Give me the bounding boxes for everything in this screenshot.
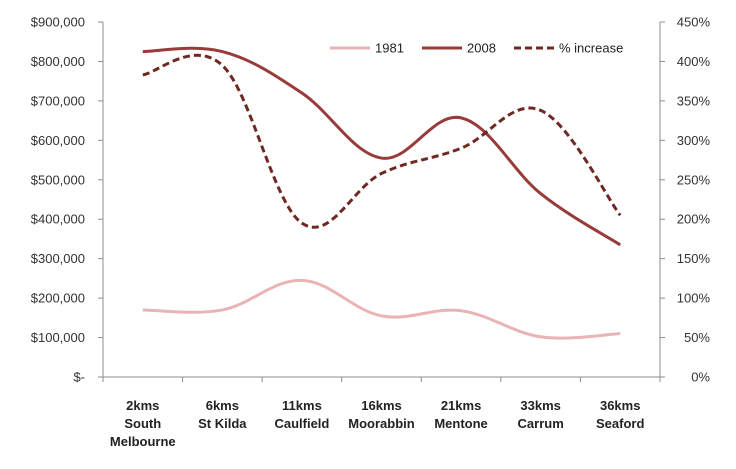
y-left-tick-label: $900,000 <box>31 15 85 30</box>
y-left-tick-label: $200,000 <box>31 291 85 306</box>
x-tick-label-line: Carrum <box>518 416 564 431</box>
x-tick-label-line: 2kms <box>126 398 159 413</box>
y-right-tick-label: 250% <box>677 172 711 187</box>
x-tick-label-line: 11kms <box>282 398 322 413</box>
legend: 1981 2008 % increase <box>330 41 623 56</box>
x-tick-label: 21kms Mentone <box>434 398 487 431</box>
x-tick-label-line: Seaford <box>596 416 644 431</box>
x-tick-label-line: 6kms <box>206 398 239 413</box>
y-right-tick-label: 400% <box>677 54 711 69</box>
y-left-tick-label: $100,000 <box>31 330 85 345</box>
y-right-tick-label: 350% <box>677 93 711 108</box>
y-left-tick-label: $400,000 <box>31 212 85 227</box>
x-tick-label-line: South <box>124 416 161 431</box>
y-right-tick-label: 0% <box>691 370 710 385</box>
y-right-tick-label: 100% <box>677 291 711 306</box>
x-tick-label-line: 16kms <box>361 398 401 413</box>
y-right-tick-label: 50% <box>684 330 710 345</box>
y-left-tick-label: $300,000 <box>31 251 85 266</box>
x-tick-label-line: Melbourne <box>110 434 176 449</box>
x-tick-label-line: St Kilda <box>198 416 247 431</box>
y-left-tick-label: $600,000 <box>31 133 85 148</box>
y-left-tick-label: $- <box>73 370 85 385</box>
x-tick-label: 33kms Carrum <box>518 398 564 431</box>
series-group <box>142 46 622 340</box>
y-left-tick-label: $800,000 <box>31 54 85 69</box>
x-tick-label: 11kms Caulfield <box>274 398 329 431</box>
y-left-tick-label: $500,000 <box>31 172 85 187</box>
y-right-tick-label: 300% <box>677 133 711 148</box>
legend-label: 2008 <box>467 41 496 56</box>
y-right-tick-label: 450% <box>677 15 711 30</box>
x-tick-label: 16kms Moorabbin <box>348 398 414 431</box>
x-tick-label-line: 33kms <box>520 398 560 413</box>
legend-label: % increase <box>559 41 623 56</box>
series-line-1 <box>142 278 621 340</box>
y-left-tick-label: $700,000 <box>31 93 85 108</box>
x-tick-label-line: 36kms <box>600 398 640 413</box>
axes: $- $100,000 $200,000 $300,000 $400,000 $500,0… <box>31 15 711 450</box>
y-right-tick-label: 150% <box>677 251 711 266</box>
y-right-tick-label: 200% <box>677 212 711 227</box>
x-tick-label-line: Moorabbin <box>348 416 414 431</box>
x-tick-label: 36kms Seaford <box>596 398 644 431</box>
legend-label: 1981 <box>375 41 404 56</box>
series-line-3 <box>142 53 622 229</box>
series-line-2 <box>142 46 622 247</box>
x-tick-label: 6kms St Kilda <box>198 398 247 431</box>
x-tick-label: 2kms South Melbourne <box>110 398 176 449</box>
x-tick-label-line: 21kms <box>441 398 481 413</box>
x-tick-label-line: Mentone <box>434 416 487 431</box>
x-tick-label-line: Caulfield <box>274 416 329 431</box>
